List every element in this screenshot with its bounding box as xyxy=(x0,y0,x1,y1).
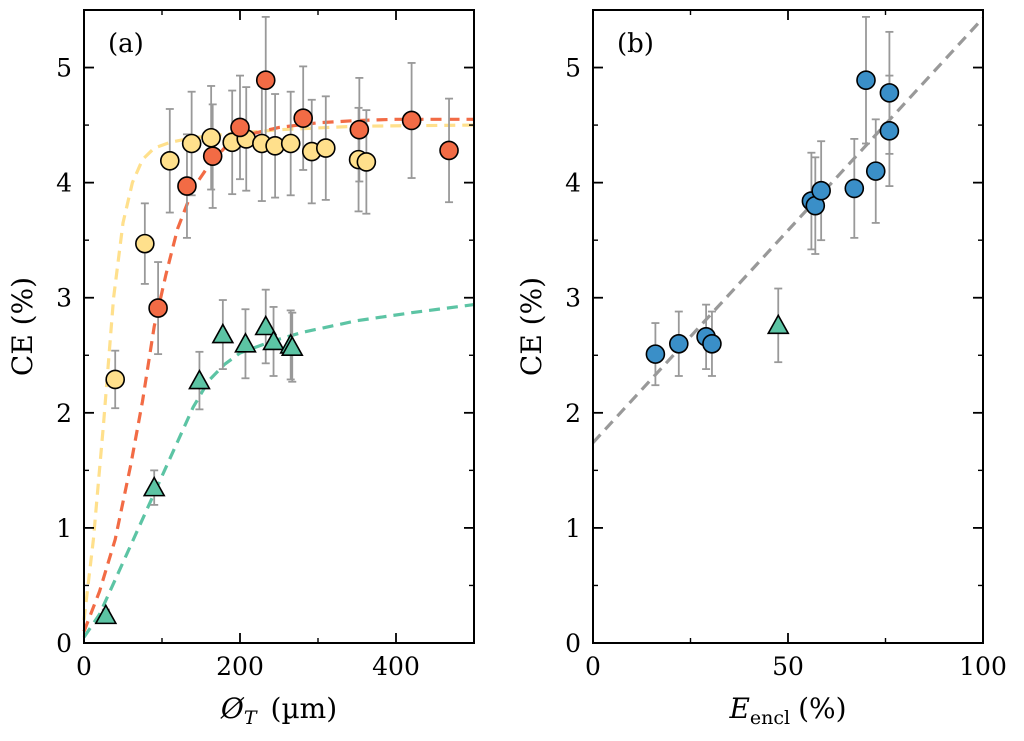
plot-frame-a xyxy=(83,9,475,644)
x-axis-label-b: Eencl (%) xyxy=(728,692,846,729)
markers-a xyxy=(94,70,459,625)
data-point-a-1-0 xyxy=(148,298,168,318)
data-point-b-1-0 xyxy=(766,313,790,335)
x-tick-label-a-200: 200 xyxy=(216,652,264,681)
data-point-b-0-9 xyxy=(865,161,886,181)
x-tick-label-a-400: 400 xyxy=(372,652,420,681)
data-point-a-0-13 xyxy=(356,152,377,172)
x-tick-label-b-0: 0 xyxy=(585,652,601,681)
x-axis-subscript-a: T xyxy=(244,707,258,729)
y-tick-label-a-2: 2 xyxy=(56,399,72,428)
data-point-a-2-8 xyxy=(280,335,304,357)
x-axis-subscript-b: encl xyxy=(750,707,790,729)
x-tick-label-b-100: 100 xyxy=(959,652,1007,681)
data-point-a-0-3 xyxy=(181,133,202,154)
data-point-a-2-4 xyxy=(234,332,257,353)
data-point-a-0-2 xyxy=(160,150,180,171)
y-tick-label-b-0: 0 xyxy=(565,629,581,658)
panel-label-a: (a) xyxy=(108,29,144,59)
y-tick-label-a-1: 1 xyxy=(56,514,72,543)
data-point-b-0-0 xyxy=(645,344,666,364)
data-point-a-0-9 xyxy=(280,133,301,154)
data-point-b-0-1 xyxy=(668,333,689,354)
data-point-a-2-0 xyxy=(94,603,118,625)
y-tick-label-b-3: 3 xyxy=(565,284,581,313)
data-point-a-1-7 xyxy=(401,110,422,131)
data-point-a-1-1 xyxy=(177,176,197,196)
panel-a: 0 1 2 3 4 5 0 200 400 (a) CE (%) ØT (µm) xyxy=(6,9,475,729)
data-point-a-2-3 xyxy=(211,322,235,344)
data-point-b-0-11 xyxy=(879,121,900,141)
fit-line-a-1 xyxy=(82,117,474,633)
data-point-a-1-6 xyxy=(349,119,370,140)
y-tick-label-a-0: 0 xyxy=(56,629,72,658)
data-point-a-0-1 xyxy=(135,233,155,254)
data-point-b-0-7 xyxy=(844,178,865,199)
data-point-a-1-3 xyxy=(230,117,250,138)
panel-label-b: (b) xyxy=(617,29,654,59)
y-tick-label-b-1: 1 xyxy=(565,514,581,543)
y-tick-label-b-4: 4 xyxy=(565,169,581,198)
data-point-b-0-3 xyxy=(702,333,722,354)
data-point-a-2-2 xyxy=(188,368,211,390)
y-tick-label-a-5: 5 xyxy=(56,54,72,83)
fit-lines-b xyxy=(591,17,985,444)
y-axis-label-b: CE (%) xyxy=(515,277,548,376)
y-tick-label-b-5: 5 xyxy=(565,54,581,83)
ticks-a: 0 1 2 3 4 5 0 200 400 xyxy=(56,10,474,681)
x-axis-symbol-b: E xyxy=(728,692,749,725)
data-point-b-0-6 xyxy=(811,180,831,201)
x-tick-label-b-50: 50 xyxy=(772,652,804,681)
fit-line-a-0 xyxy=(82,123,475,621)
data-point-a-1-4 xyxy=(255,70,276,91)
fit-line-b-0 xyxy=(591,17,985,444)
data-point-a-2-6 xyxy=(262,329,285,351)
data-point-a-0-0 xyxy=(105,369,125,390)
data-point-a-1-2 xyxy=(202,146,223,166)
data-point-b-0-10 xyxy=(879,83,900,103)
plot-frame-b xyxy=(592,9,984,644)
data-point-a-1-8 xyxy=(439,140,459,161)
y-tick-label-b-2: 2 xyxy=(565,399,581,428)
y-axis-label-a: CE (%) xyxy=(6,277,39,376)
x-axis-label-a: ØT (µm) xyxy=(220,692,337,729)
x-tick-label-a-0: 0 xyxy=(76,652,92,681)
y-tick-label-a-3: 3 xyxy=(56,284,72,313)
data-point-a-2-1 xyxy=(142,475,166,497)
markers-b xyxy=(645,70,900,364)
error-bars-a xyxy=(101,16,454,623)
x-axis-unit-b: (%) xyxy=(798,692,846,725)
data-point-a-0-4 xyxy=(201,127,221,148)
x-axis-symbol-a: Ø xyxy=(220,692,245,725)
fit-line-a-2 xyxy=(82,303,475,639)
y-tick-label-a-4: 4 xyxy=(56,169,72,198)
x-axis-unit-a: (µm) xyxy=(271,692,338,725)
data-point-a-1-5 xyxy=(293,108,313,128)
data-point-b-0-8 xyxy=(856,70,876,91)
data-point-a-0-11 xyxy=(315,138,336,158)
data-point-a-2-5 xyxy=(254,314,278,336)
